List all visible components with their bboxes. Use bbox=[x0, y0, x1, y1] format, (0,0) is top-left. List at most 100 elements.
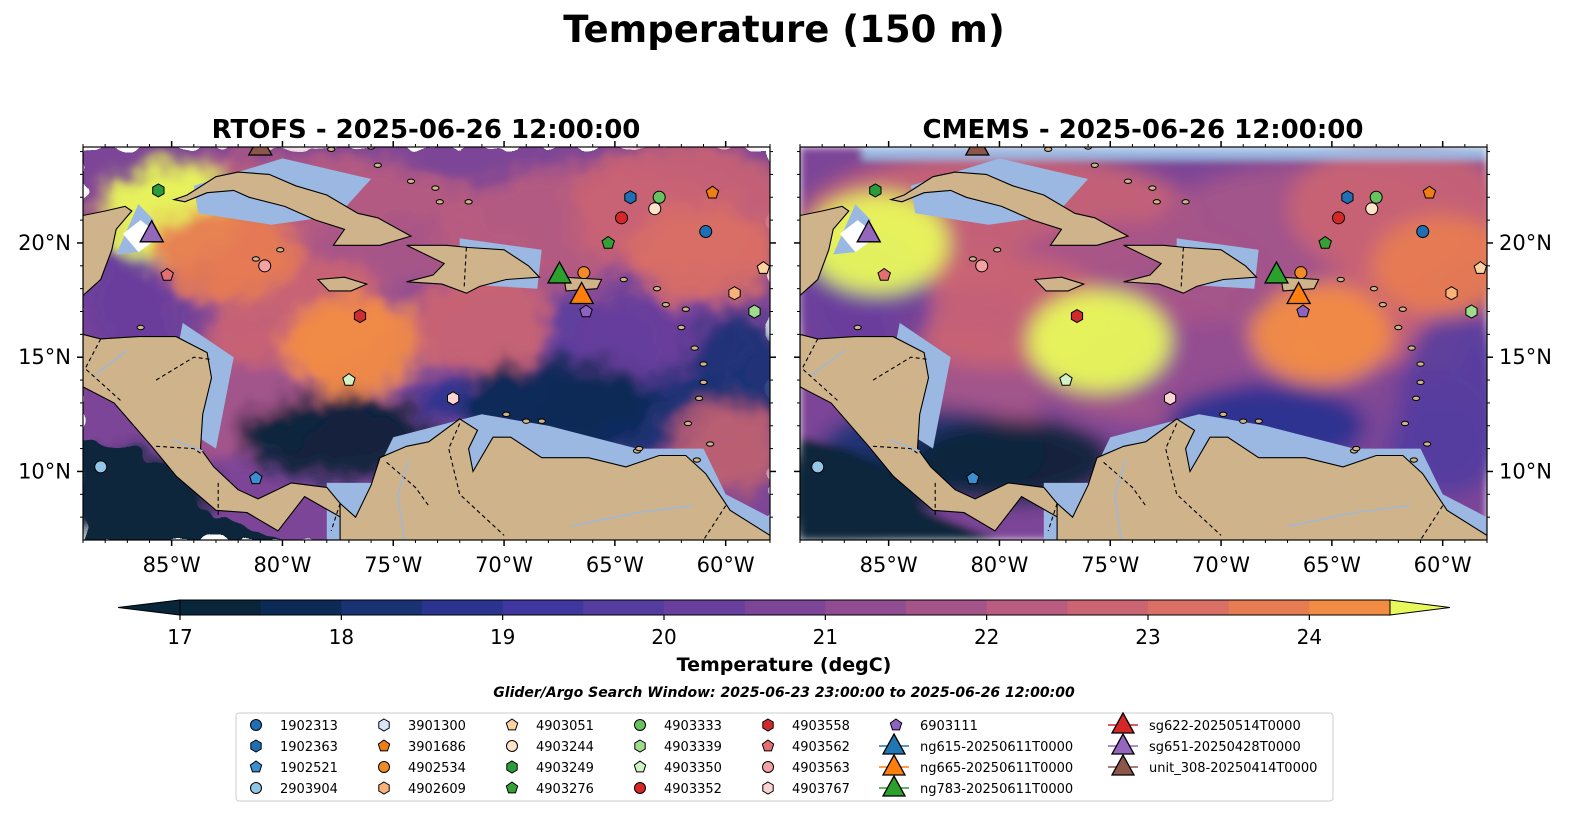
axis-ticks: 85°W 80°W 75°W 70°W 65°W 60°W 10°N 15°N 20°N bbox=[18, 141, 776, 577]
x-tick-label: 65°W bbox=[1303, 553, 1361, 577]
legend-argo-label: 1902363 bbox=[280, 740, 338, 755]
legend-argo-marker bbox=[634, 739, 646, 753]
land-island bbox=[1398, 306, 1407, 312]
legend-argo-marker bbox=[889, 718, 903, 731]
river bbox=[171, 438, 203, 452]
land-island bbox=[1416, 361, 1425, 367]
legend-glider-label: sg651-20250428T0000 bbox=[1149, 740, 1301, 755]
colorbar-extend-low bbox=[117, 599, 181, 616]
land-island bbox=[853, 324, 862, 331]
land-island bbox=[502, 411, 511, 418]
land-island bbox=[1407, 345, 1416, 351]
observation-markers bbox=[94, 147, 787, 485]
no-data-patch bbox=[122, 220, 161, 253]
country-border bbox=[1165, 423, 1222, 536]
legend-argo-label: 4903563 bbox=[792, 761, 850, 776]
legend-argo-marker bbox=[250, 739, 262, 753]
argo-float-marker bbox=[1059, 372, 1073, 386]
land-island bbox=[1411, 395, 1421, 402]
river bbox=[888, 438, 920, 452]
x-tick-label: 75°W bbox=[364, 553, 422, 577]
x-tick-label: 70°W bbox=[475, 553, 533, 577]
land-central-america bbox=[83, 333, 346, 532]
legend-argo-label: 4902534 bbox=[408, 761, 466, 776]
argo-float-marker bbox=[652, 190, 666, 204]
land-island bbox=[1123, 178, 1133, 184]
land-island bbox=[706, 441, 715, 447]
argo-float-marker bbox=[975, 259, 989, 273]
legend-argo-marker bbox=[761, 739, 775, 752]
x-tick-label: 75°W bbox=[1081, 553, 1139, 577]
argo-float-marker bbox=[756, 260, 770, 274]
argo-float-marker bbox=[1465, 304, 1478, 319]
y-tick-label: 15°N bbox=[1499, 345, 1552, 369]
legend-argo-label: 4903051 bbox=[536, 719, 594, 734]
glider-marker bbox=[247, 147, 273, 156]
land-island bbox=[431, 185, 440, 191]
map-frame bbox=[82, 146, 771, 541]
legend-argo-marker bbox=[378, 761, 390, 773]
legend-argo-marker bbox=[378, 718, 390, 732]
panel-rtofs: RTOFS - 2025-06-26 12:00:00 85°W 80°W 75°W… bbox=[18, 115, 787, 577]
river bbox=[93, 349, 128, 377]
argo-float-marker bbox=[577, 266, 591, 280]
country-border bbox=[386, 461, 430, 507]
land-island bbox=[699, 379, 708, 386]
argo-float-marker bbox=[624, 190, 637, 205]
argo-float-marker bbox=[1294, 266, 1308, 280]
argo-float-marker bbox=[1341, 190, 1354, 205]
legend-glider-marker bbox=[1110, 753, 1136, 776]
country-border bbox=[801, 338, 839, 402]
land-island bbox=[1044, 147, 1053, 152]
legend-argo-marker bbox=[506, 740, 518, 752]
land-central-america bbox=[800, 333, 1063, 532]
country-border bbox=[1103, 461, 1147, 507]
x-tick-label: 80°W bbox=[253, 553, 311, 577]
colorbar-extend-high bbox=[1389, 599, 1451, 616]
argo-float-marker bbox=[1296, 304, 1310, 318]
land-island bbox=[1378, 301, 1387, 308]
colorbar-tick-label: 23 bbox=[1135, 625, 1160, 649]
search-window-text: Glider/Argo Search Window: 2025-06-23 23… bbox=[493, 685, 1075, 701]
legend-argo-marker bbox=[633, 760, 647, 773]
country-border bbox=[1047, 503, 1058, 532]
land-island bbox=[1416, 379, 1425, 386]
colorbar-bin bbox=[825, 600, 907, 615]
legend-argo-label: 4903339 bbox=[664, 740, 722, 755]
colorbar-tick-label: 17 bbox=[167, 625, 192, 649]
country-border bbox=[872, 356, 929, 381]
legend-argo-label: 4903767 bbox=[792, 782, 850, 797]
river bbox=[1114, 459, 1127, 540]
land-island bbox=[1400, 420, 1410, 427]
land-hispaniola bbox=[406, 244, 541, 294]
colorbar-bin bbox=[664, 600, 746, 615]
map-frame bbox=[799, 146, 1488, 541]
argo-float-marker bbox=[1416, 225, 1430, 239]
land-island bbox=[537, 418, 546, 424]
land-island bbox=[681, 306, 690, 312]
land-island bbox=[1336, 276, 1345, 283]
colorbar-tick-label: 21 bbox=[813, 625, 838, 649]
argo-float-marker bbox=[705, 185, 720, 199]
land-layer bbox=[83, 147, 770, 540]
country-border bbox=[448, 423, 505, 536]
argo-float-marker bbox=[160, 267, 174, 281]
land-island bbox=[1090, 162, 1099, 168]
argo-float-marker bbox=[648, 202, 662, 216]
legend-argo-label: 4903558 bbox=[792, 719, 850, 734]
land-island bbox=[694, 395, 704, 402]
legend-argo-marker bbox=[762, 761, 774, 773]
land-island bbox=[1423, 441, 1432, 447]
x-tick-label: 60°W bbox=[1414, 553, 1472, 577]
land-island bbox=[373, 162, 382, 168]
land-island bbox=[677, 324, 686, 331]
colorbar-bin bbox=[422, 600, 504, 615]
argo-float-marker bbox=[776, 232, 787, 245]
observation-markers bbox=[811, 147, 1487, 485]
argo-float-marker bbox=[1422, 185, 1437, 199]
land-yucatan bbox=[800, 147, 850, 297]
glider-marker bbox=[139, 219, 165, 243]
legend-argo-label: 4903244 bbox=[536, 740, 594, 755]
legend-argo-marker bbox=[378, 781, 390, 795]
